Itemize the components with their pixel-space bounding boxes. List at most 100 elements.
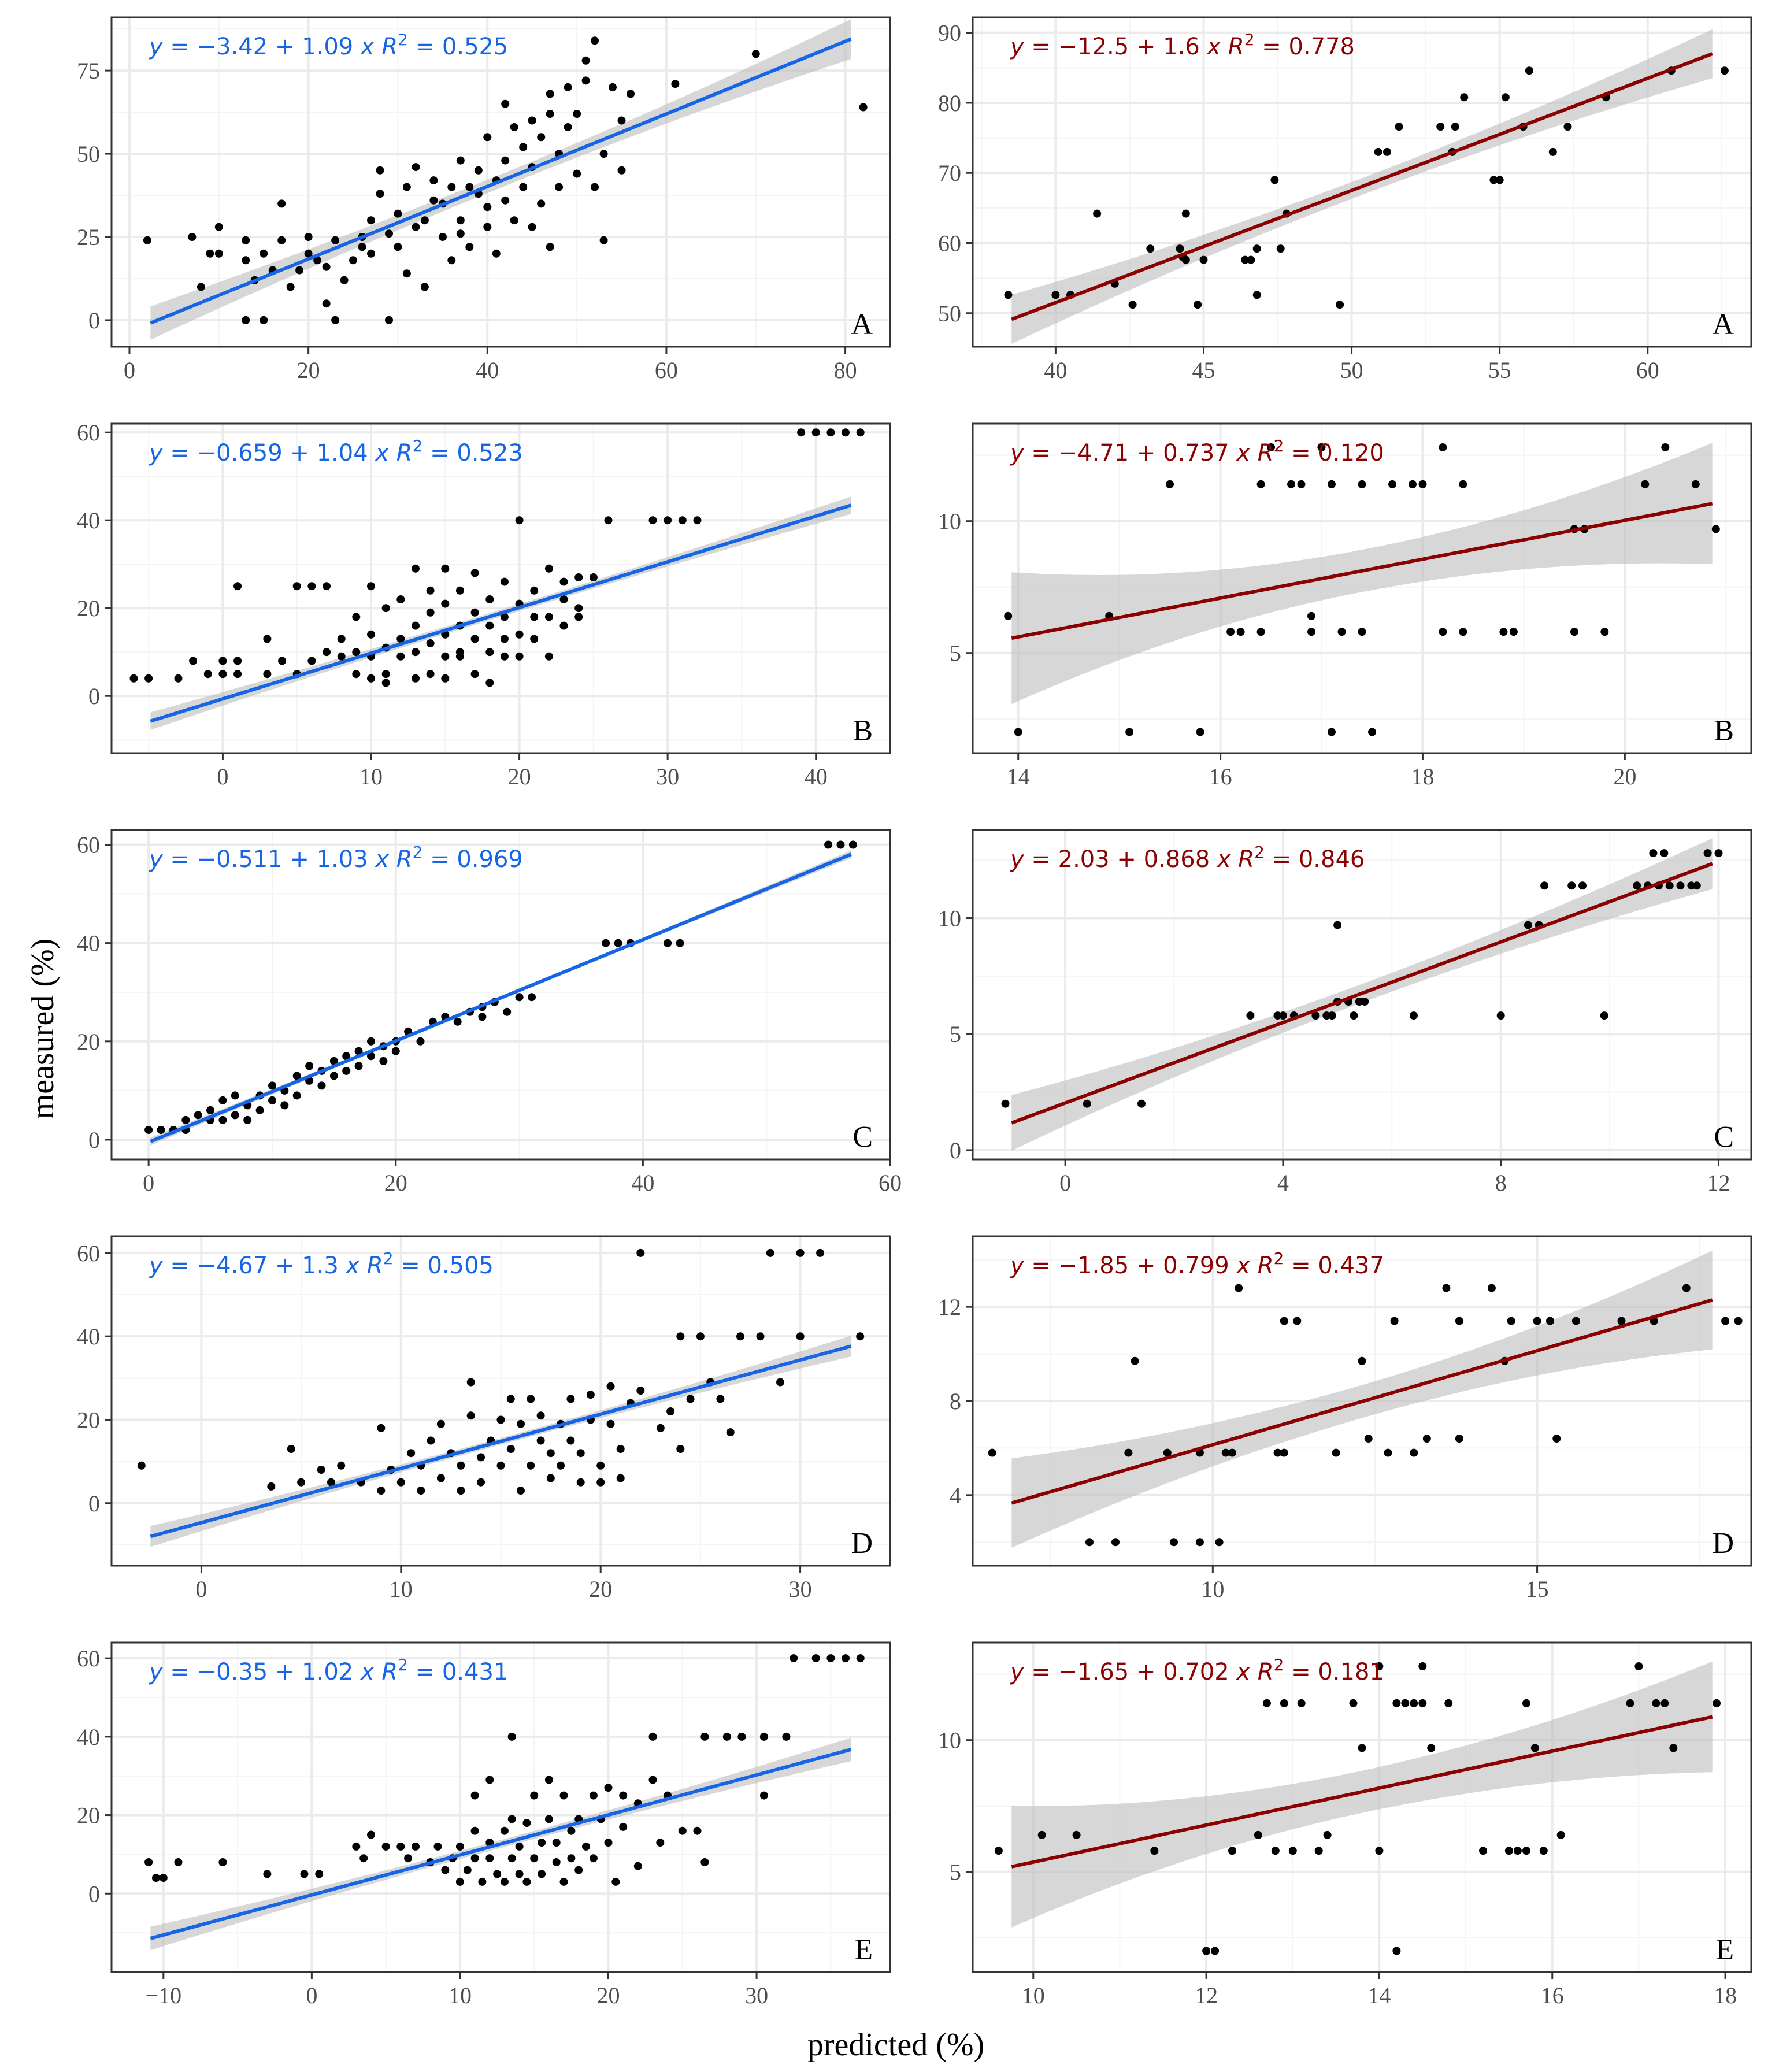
- data-point: [515, 516, 524, 525]
- data-point: [455, 652, 464, 661]
- data-point: [242, 256, 250, 265]
- data-point: [493, 1870, 502, 1878]
- data-point: [1451, 123, 1459, 131]
- data-point: [856, 428, 865, 437]
- data-point: [1524, 921, 1532, 929]
- data-point: [1328, 1011, 1336, 1020]
- data-point: [606, 1419, 615, 1428]
- data-point: [506, 1395, 515, 1403]
- regression-line: [150, 852, 852, 1143]
- data-point: [676, 1332, 685, 1341]
- data-point: [507, 1732, 516, 1741]
- regression-line: [1011, 1298, 1713, 1505]
- y-tick-label: 80: [938, 90, 961, 116]
- data-point: [1358, 1356, 1366, 1365]
- data-point: [470, 569, 479, 577]
- data-point: [206, 1106, 214, 1114]
- data-point: [218, 1096, 227, 1104]
- data-point: [1280, 1699, 1288, 1707]
- data-point: [500, 635, 509, 643]
- data-point: [1703, 849, 1712, 858]
- y-tick-label: 75: [77, 58, 100, 84]
- data-point: [1328, 480, 1336, 488]
- x-tick-label: 10: [359, 763, 383, 789]
- x-tick-label: 16: [1541, 1982, 1564, 2008]
- data-point: [519, 183, 528, 191]
- data-point: [527, 1395, 535, 1403]
- x-tick-label: −10: [146, 1982, 182, 2008]
- data-point: [1267, 443, 1276, 451]
- data-point: [1390, 1317, 1399, 1325]
- panel-left-a: 0 20 40 60 80 0 25 50 75 y = −3.42 + 1.09 x R2 = …: [77, 16, 891, 383]
- y-tick-label: 40: [77, 1324, 100, 1350]
- data-point: [1626, 1699, 1634, 1707]
- data-point: [693, 516, 702, 525]
- data-point: [1241, 255, 1250, 264]
- data-point: [1235, 1284, 1243, 1292]
- data-point: [1228, 1448, 1236, 1457]
- data-point: [233, 657, 242, 665]
- panel-letter: C: [853, 1121, 873, 1154]
- data-point: [313, 256, 322, 265]
- data-point: [559, 1877, 568, 1886]
- data-point: [1392, 1947, 1401, 1955]
- data-point: [470, 670, 479, 679]
- y-tick-label: 60: [77, 832, 100, 858]
- data-point: [1361, 998, 1369, 1006]
- data-point: [528, 116, 536, 125]
- data-point: [1278, 1011, 1287, 1020]
- data-point: [307, 657, 316, 665]
- data-point: [1252, 291, 1261, 299]
- data-point: [1546, 1317, 1554, 1325]
- data-point: [1256, 480, 1265, 488]
- x-tick-label: 20: [384, 1170, 407, 1196]
- data-point: [470, 1791, 479, 1800]
- data-point: [441, 564, 450, 573]
- data-point: [573, 169, 581, 178]
- data-point: [1525, 66, 1533, 75]
- data-point: [576, 1478, 585, 1487]
- data-point: [1455, 1435, 1463, 1443]
- data-point: [611, 1877, 620, 1886]
- data-point: [664, 939, 672, 947]
- data-point: [1195, 1538, 1204, 1547]
- data-point: [527, 1461, 535, 1470]
- panel-frame: [110, 1235, 891, 1567]
- data-point: [722, 1732, 731, 1741]
- data-point: [1072, 1830, 1081, 1839]
- data-point: [300, 1870, 309, 1878]
- data-point: [218, 1858, 227, 1866]
- data-point: [842, 428, 850, 437]
- data-point: [566, 1395, 575, 1403]
- data-point: [559, 595, 568, 603]
- x-tick-label: 14: [1367, 1982, 1391, 2008]
- data-point: [559, 1791, 568, 1800]
- y-tick-label: 60: [938, 231, 961, 257]
- data-point: [477, 1453, 485, 1462]
- data-point: [1137, 1099, 1146, 1108]
- data-point: [1571, 1317, 1580, 1325]
- x-tick-label: 20: [508, 763, 531, 789]
- data-point: [1307, 611, 1315, 620]
- data-point: [517, 1419, 525, 1428]
- data-point: [1714, 849, 1723, 858]
- data-point: [143, 236, 151, 244]
- x-tick-label: 60: [879, 1170, 902, 1196]
- data-point: [824, 840, 833, 849]
- data-point: [214, 249, 223, 258]
- y-tick-label: 40: [77, 931, 100, 957]
- data-point: [1163, 1448, 1172, 1457]
- data-point: [417, 1487, 425, 1495]
- data-point: [1311, 1011, 1320, 1020]
- data-point: [337, 635, 346, 643]
- y-tick-label: 20: [77, 595, 100, 621]
- data-point: [759, 1732, 768, 1741]
- x-tick-label: 0: [306, 1982, 317, 2008]
- data-point: [856, 1332, 865, 1341]
- data-point: [1146, 244, 1155, 253]
- panel-frame: [972, 16, 1752, 348]
- data-point: [811, 1654, 820, 1663]
- data-point: [231, 1091, 239, 1100]
- data-point: [816, 1248, 825, 1257]
- data-point: [1383, 147, 1391, 156]
